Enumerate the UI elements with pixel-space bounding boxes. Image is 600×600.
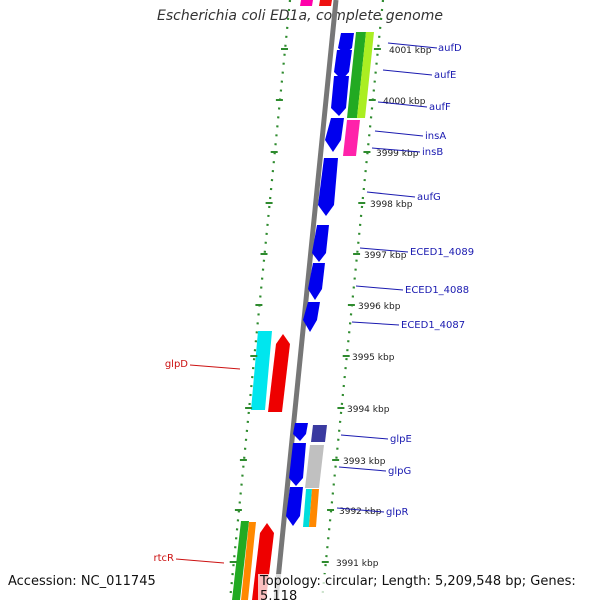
tick-label: 3996 kbp <box>358 302 401 312</box>
gene-label-leader <box>355 285 404 291</box>
gene-label-insA[interactable]: insA <box>425 131 446 142</box>
gene-arrow-glpR[interactable] <box>286 487 303 526</box>
tick-label: 3992 kbp <box>339 507 382 517</box>
gene-feature-rtcR-green[interactable] <box>232 521 249 600</box>
gene-arrow-ECED1_4088[interactable] <box>308 263 325 300</box>
map-title: Escherichia coli ED1a, complete genome <box>157 8 443 24</box>
gene-feature-glpG-grey[interactable] <box>305 445 324 488</box>
gene-label-glpG[interactable]: glpG <box>388 466 411 477</box>
gene-arrow-glpD[interactable] <box>268 334 290 412</box>
tick-label: 4000 kbp <box>383 97 426 107</box>
gene-feature-green[interactable] <box>347 32 366 118</box>
gene-feature-glpD-cyan[interactable] <box>251 331 272 410</box>
gene-arrow-aufF[interactable] <box>331 76 349 116</box>
gene-arrow-aufD[interactable] <box>338 33 354 54</box>
gene-arrow-ECED1_4087[interactable] <box>303 302 320 332</box>
gene-arrow-glpG[interactable] <box>289 443 306 486</box>
gene-label-leader <box>189 364 241 370</box>
gene-label-aufD[interactable]: aufD <box>438 43 462 54</box>
gene-label-aufE[interactable]: aufE <box>434 70 456 81</box>
gene-label-glpE[interactable]: glpE <box>390 434 412 445</box>
gene-labels: aufD aufE aufF insA insB aufG ECED1_4089 ECED1_… <box>154 42 474 564</box>
accession-text: Accession: NC_011745 <box>8 574 156 589</box>
tick-label: 3998 kbp <box>370 200 413 210</box>
gene-arrow-rtcR[interactable] <box>252 523 274 600</box>
gene-label-ECED1_4088[interactable]: ECED1_4088 <box>405 285 469 296</box>
gene-feature-glpR-orange[interactable] <box>309 489 319 527</box>
gene-label-rtcR[interactable]: rtcR <box>154 553 175 564</box>
gene-label-leader <box>351 321 400 326</box>
gene-arrow[interactable] <box>319 0 332 6</box>
gene-label-leader <box>387 42 438 49</box>
gene-label-leader <box>382 69 433 76</box>
gene-arrow-aufE[interactable] <box>334 50 352 80</box>
gene-label-ECED1_4089[interactable]: ECED1_4089 <box>410 247 474 258</box>
gene-feature-lime[interactable] <box>357 32 374 118</box>
gene-label-leader <box>340 434 389 440</box>
gene-label-insB[interactable]: insB <box>422 147 443 158</box>
gene-arrow[interactable] <box>300 0 313 6</box>
gene-label-ECED1_4087[interactable]: ECED1_4087 <box>401 320 465 331</box>
genome-backbone <box>273 0 339 600</box>
gene-arrow-insA[interactable] <box>325 118 344 152</box>
gene-label-aufG[interactable]: aufG <box>417 192 441 203</box>
gene-label-leader <box>377 101 428 108</box>
gene-label-leader <box>338 466 387 472</box>
gene-features <box>232 0 374 600</box>
gene-arrow-glpE[interactable] <box>293 423 308 441</box>
gene-feature-glpE-dark[interactable] <box>311 425 327 442</box>
gene-feature-rtcR-orange[interactable] <box>241 522 256 600</box>
tick-label: 3995 kbp <box>352 353 395 363</box>
tick-label: 3991 kbp <box>336 559 379 569</box>
gene-label-leader <box>371 147 421 153</box>
gene-arrow-aufG[interactable] <box>318 158 338 216</box>
tick-label: 3997 kbp <box>364 251 407 261</box>
gene-label-aufF[interactable]: aufF <box>429 102 451 113</box>
tick-label: 3994 kbp <box>347 405 390 415</box>
tick-label: 3993 kbp <box>343 457 386 467</box>
gene-label-leader <box>359 247 409 253</box>
gene-arrow-ECED1_4089[interactable] <box>312 225 329 262</box>
topology-text: Topology: circular; Length: 5,209,548 bp… <box>258 574 600 600</box>
gene-label-leader <box>366 191 416 198</box>
gene-label-glpR[interactable]: glpR <box>386 507 408 518</box>
gene-feature-insB[interactable] <box>343 120 360 156</box>
gene-label-glpD[interactable]: glpD <box>165 359 188 370</box>
tick-label: 3999 kbp <box>376 149 419 159</box>
gene-label-leader <box>374 130 424 137</box>
tick-label: 4001 kbp <box>389 46 432 56</box>
gene-label-leader <box>175 558 225 564</box>
coordinate-ticks: 4001 kbp 4000 kbp 3999 kbp 3998 kbp 3997 kbp… <box>229 46 432 569</box>
gene-label-leader <box>336 507 385 513</box>
